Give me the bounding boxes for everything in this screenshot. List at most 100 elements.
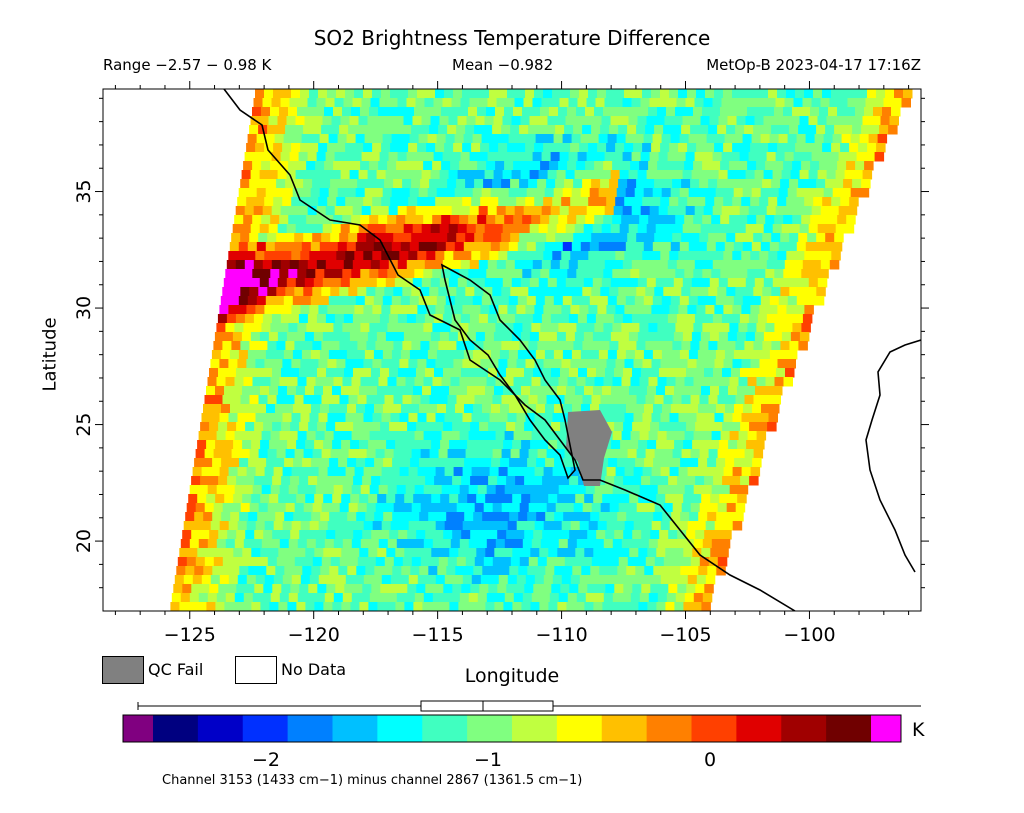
heatmap-cell [404, 602, 414, 611]
heatmap-cell [400, 350, 411, 360]
heatmap-cell [588, 89, 598, 99]
heatmap-cell [522, 539, 533, 549]
heatmap-cell [364, 188, 375, 198]
heatmap-cell [481, 188, 492, 198]
heatmap-cell [495, 161, 505, 171]
heatmap-cell [409, 134, 420, 144]
heatmap-cell [635, 512, 645, 522]
heatmap-cell [291, 359, 301, 369]
heatmap-cell [695, 530, 705, 540]
heatmap-cell [450, 161, 460, 171]
heatmap-cell [423, 215, 433, 225]
heatmap-cell [725, 404, 735, 414]
heatmap-cell [688, 350, 699, 360]
heatmap-cell [552, 575, 563, 585]
heatmap-cell [367, 278, 378, 288]
heatmap-cell [525, 467, 536, 477]
heatmap-cell [462, 197, 472, 207]
heatmap-cell [656, 440, 666, 450]
heatmap-cell [528, 179, 538, 189]
heatmap-cell [210, 413, 220, 423]
heatmap-cell [375, 395, 385, 405]
heatmap-cell [679, 242, 690, 252]
heatmap-cell [383, 458, 393, 468]
heatmap-cell [591, 233, 601, 243]
heatmap-cell [684, 485, 695, 495]
heatmap-cell [426, 143, 436, 153]
heatmap-cell [413, 386, 423, 396]
heatmap-cell [215, 602, 225, 611]
heatmap-cell [498, 305, 508, 315]
heatmap-cell [372, 521, 383, 531]
x-tick-label: −105 [659, 624, 711, 646]
heatmap-cell [239, 404, 249, 414]
heatmap-cell [670, 242, 681, 252]
heatmap-cell [477, 107, 487, 117]
heatmap-cell [386, 602, 396, 611]
heatmap-cell [312, 449, 323, 459]
heatmap-cell [341, 386, 351, 396]
heatmap-cell [635, 566, 645, 576]
heatmap-cell [646, 278, 657, 288]
heatmap-cell [743, 404, 753, 414]
heatmap-cell [382, 296, 393, 306]
heatmap-cell [702, 485, 713, 495]
heatmap-cell [507, 251, 517, 261]
heatmap-cell [545, 566, 555, 576]
heatmap-cell [560, 584, 570, 594]
heatmap-cell [750, 197, 760, 207]
heatmap-cell [564, 125, 574, 135]
heatmap-cell [655, 224, 666, 234]
heatmap-cell [667, 152, 678, 162]
heatmap-cell [570, 305, 580, 315]
heatmap-cell [668, 368, 678, 378]
heatmap-cell [651, 359, 661, 369]
heatmap-cell [829, 206, 840, 216]
heatmap-cell [555, 233, 565, 243]
heatmap-cell [399, 521, 410, 531]
heatmap-cell [594, 107, 604, 117]
heatmap-cell [528, 341, 538, 351]
heatmap-cell [315, 323, 325, 333]
heatmap-cell [325, 260, 336, 270]
heatmap-cell [700, 116, 710, 126]
heatmap-cell [669, 521, 680, 531]
heatmap-cell [456, 287, 466, 297]
heatmap-cell [616, 350, 627, 360]
heatmap-cell [644, 566, 654, 576]
heatmap-cell [501, 179, 511, 189]
heatmap-cell [339, 449, 350, 459]
heatmap-cell [453, 521, 464, 531]
heatmap-cell [444, 467, 455, 477]
heatmap-cell [413, 440, 423, 450]
heatmap-cell [408, 521, 419, 531]
heatmap-cell [847, 206, 858, 216]
heatmap-cell [285, 125, 295, 135]
heatmap-cell [741, 413, 751, 423]
heatmap-cell [701, 494, 711, 504]
heatmap-cell [333, 593, 344, 603]
heatmap-cell [332, 440, 342, 450]
heatmap-cell [428, 458, 438, 468]
heatmap-cell [714, 251, 724, 261]
heatmap-cell [409, 188, 420, 198]
heatmap-cell [609, 125, 619, 135]
heatmap-cell [804, 143, 814, 153]
heatmap-cell [416, 476, 426, 486]
heatmap-cell [615, 251, 625, 261]
heatmap-cell [754, 170, 765, 180]
heatmap-cell [458, 386, 468, 396]
heatmap-cell [305, 494, 315, 504]
heatmap-cell [327, 413, 337, 423]
heatmap-cell [728, 386, 738, 396]
heatmap-cell [471, 143, 481, 153]
heatmap-cell [701, 548, 711, 558]
heatmap-cell [335, 368, 345, 378]
heatmap-cell [753, 341, 763, 351]
heatmap-cell [303, 179, 313, 189]
heatmap-cell [540, 215, 550, 225]
heatmap-cell [612, 539, 623, 549]
heatmap-cell [485, 440, 495, 450]
heatmap-cell [513, 593, 524, 603]
heatmap-cell [675, 485, 686, 495]
